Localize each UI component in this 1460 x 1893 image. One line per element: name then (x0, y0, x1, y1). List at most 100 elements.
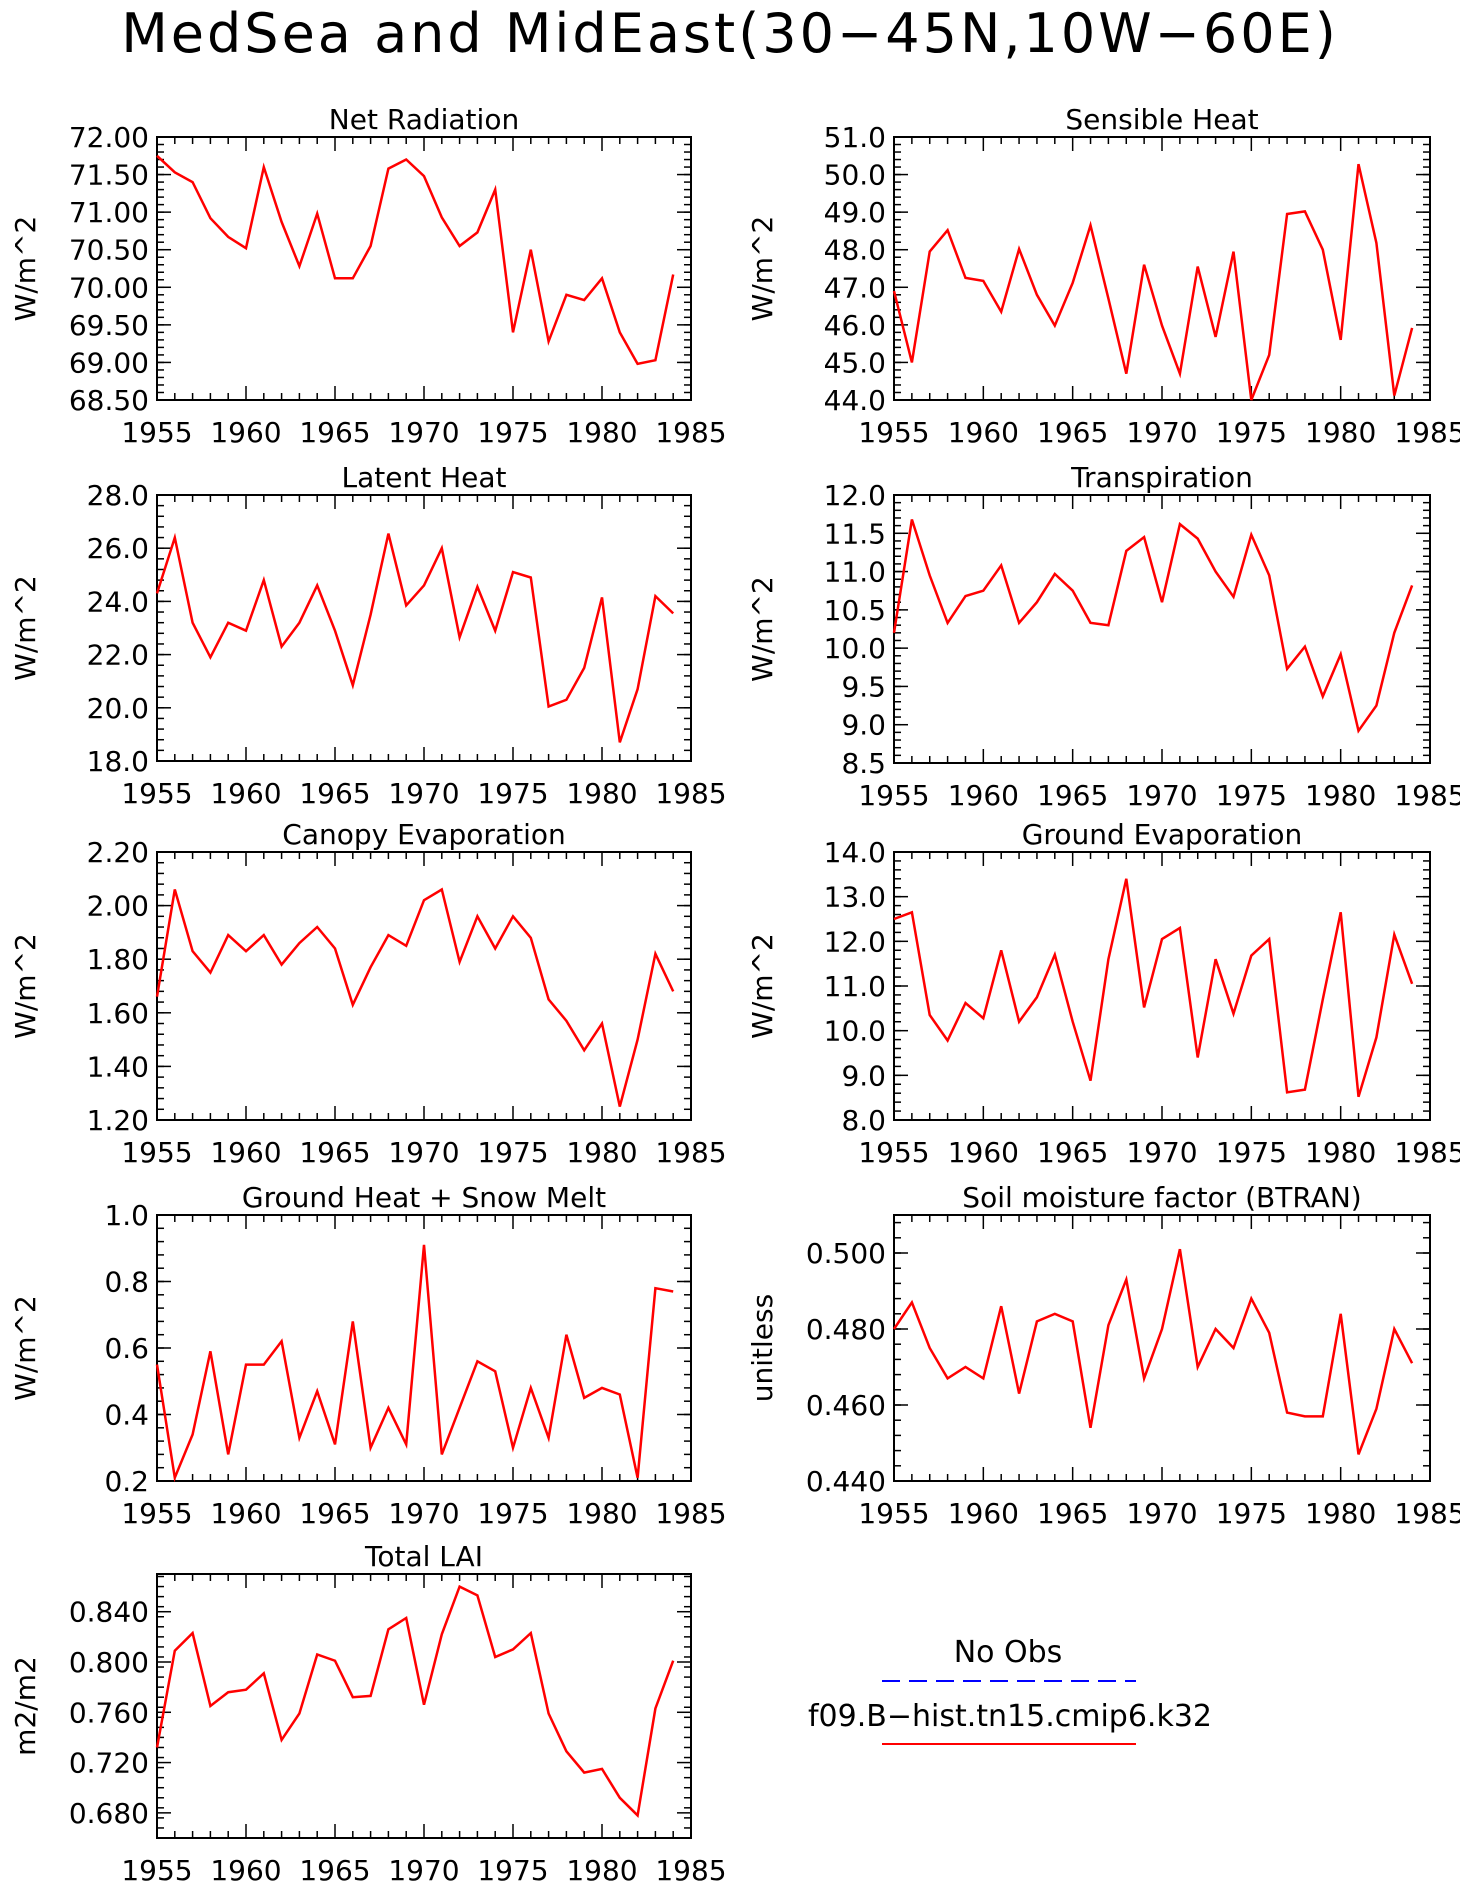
y-tick-label: 18.0 (87, 745, 149, 778)
series-line (155, 1244, 674, 1483)
chart-title: Latent Heat (341, 461, 506, 494)
x-tick-label: 1985 (1394, 1136, 1460, 1169)
series-line (892, 519, 1414, 734)
y-tick-label: 22.0 (87, 639, 149, 672)
y-tick-label: 1.20 (87, 1104, 149, 1137)
chart-panel: 1.20 1.40 1.60 1.80 2.00 2.20 1955 1960 1965 1970… (9, 818, 727, 1169)
series-line (892, 163, 1414, 401)
y-tick-label: 0.720 (69, 1747, 149, 1780)
y-tick-label: 45.0 (824, 346, 886, 379)
x-tick-label: 1975 (477, 1497, 548, 1530)
x-tick-label: 1955 (858, 1136, 929, 1169)
y-tick-label: 0.680 (69, 1797, 149, 1830)
x-tick-label: 1955 (121, 416, 192, 449)
y-axis-label: W/m^2 (9, 933, 42, 1039)
x-tick-label: 1965 (299, 1497, 370, 1530)
x-tick-label: 1970 (388, 1854, 459, 1887)
y-tick-label: 10.5 (824, 594, 886, 627)
y-axis-label: W/m^2 (9, 1295, 42, 1401)
y-tick-label: 8.5 (841, 747, 886, 780)
x-tick-label: 1980 (566, 1136, 637, 1169)
x-tick-label: 1975 (1216, 1497, 1287, 1530)
x-tick-label: 1980 (566, 416, 637, 449)
y-tick-label: 0.4 (104, 1399, 149, 1432)
y-tick-label: 1.40 (87, 1050, 149, 1083)
y-tick-label: 0.6 (104, 1332, 149, 1365)
y-tick-label: 10.0 (824, 632, 886, 665)
chart-title: Soil moisture factor (BTRAN) (962, 1181, 1361, 1214)
x-tick-label: 1960 (210, 777, 281, 810)
y-tick-label: 68.50 (69, 384, 149, 417)
y-tick-label: 0.2 (104, 1465, 149, 1498)
y-tick-label: 13.0 (824, 881, 886, 914)
x-tick-label: 1955 (121, 1854, 192, 1887)
chart-panel: 44.0 45.0 46.0 47.0 48.0 49.0 50.0 51.0 1955 1960… (746, 103, 1460, 449)
y-axis-label: W/m^2 (746, 933, 779, 1039)
y-tick-label: 24.0 (87, 585, 149, 618)
x-tick-label: 1975 (477, 777, 548, 810)
y-tick-label: 1.60 (87, 997, 149, 1030)
y-tick-label: 69.50 (69, 309, 149, 342)
y-tick-label: 50.0 (824, 159, 886, 192)
legend: No Obs f09.B−hist.tn15.cmip6.k32 (808, 1635, 1212, 1745)
y-tick-label: 69.00 (69, 346, 149, 379)
y-tick-label: 10.0 (824, 1015, 886, 1048)
x-tick-label: 1970 (1126, 416, 1197, 449)
chart-title: Sensible Heat (1065, 103, 1258, 136)
y-tick-label: 28.0 (87, 479, 149, 512)
x-tick-label: 1985 (1394, 416, 1460, 449)
y-tick-label: 11.0 (824, 556, 886, 589)
x-tick-label: 1970 (1126, 1136, 1197, 1169)
x-tick-label: 1955 (858, 779, 929, 812)
x-tick-label: 1965 (1037, 1136, 1108, 1169)
series-line (892, 1248, 1414, 1455)
y-axis-label: unitless (746, 1294, 779, 1402)
chart-panel: 68.50 69.00 69.50 70.00 70.50 71.00 71.50 72.00… (9, 103, 727, 449)
y-tick-label: 1.80 (87, 943, 149, 976)
x-tick-label: 1960 (948, 1136, 1019, 1169)
y-tick-label: 49.0 (824, 196, 886, 229)
legend-obs-label: No Obs (954, 1635, 1063, 1670)
legend-model-label: f09.B−hist.tn15.cmip6.k32 (808, 1699, 1212, 1734)
series-line (155, 1584, 675, 1818)
plot-frame (893, 494, 1431, 764)
plot-frame (156, 136, 692, 401)
y-tick-label: 9.0 (841, 709, 886, 742)
x-tick-label: 1965 (299, 1854, 370, 1887)
x-tick-label: 1985 (655, 416, 726, 449)
y-tick-label: 0.480 (806, 1313, 886, 1346)
y-tick-label: 47.0 (824, 271, 886, 304)
x-tick-label: 1985 (655, 1497, 726, 1530)
x-tick-label: 1975 (477, 1136, 548, 1169)
plot-frame (156, 1573, 692, 1839)
x-tick-label: 1955 (121, 777, 192, 810)
y-tick-label: 70.00 (69, 271, 149, 304)
x-tick-label: 1970 (388, 416, 459, 449)
chart-panel: 18.0 20.0 22.0 24.0 26.0 28.0 1955 1960 1965 1970… (9, 461, 727, 810)
y-tick-label: 0.840 (69, 1596, 149, 1629)
y-tick-label: 9.0 (841, 1059, 886, 1092)
x-tick-label: 1965 (299, 777, 370, 810)
x-tick-label: 1980 (566, 1497, 637, 1530)
chart-title: Canopy Evaporation (282, 818, 565, 851)
x-tick-label: 1980 (566, 777, 637, 810)
chart-panel: 8.5 9.0 9.5 10.0 10.5 11.0 11.5 12.0 1955 1960 196… (746, 461, 1460, 812)
chart-panel: 0.2 0.4 0.6 0.8 1.0 1955 1960 1965 1970 1975 1980 1… (9, 1181, 727, 1530)
y-tick-label: 48.0 (824, 234, 886, 267)
chart-panel: 8.0 9.0 10.0 11.0 12.0 13.0 14.0 1955 1960 1965 19… (746, 818, 1460, 1169)
series-line (155, 887, 675, 1107)
y-tick-label: 1.0 (104, 1199, 149, 1232)
y-tick-label: 0.500 (806, 1237, 886, 1270)
y-tick-label: 11.0 (824, 970, 886, 1003)
x-tick-label: 1985 (1394, 779, 1460, 812)
y-tick-label: 26.0 (87, 532, 149, 565)
y-tick-label: 11.5 (824, 517, 886, 550)
x-tick-label: 1980 (1305, 416, 1376, 449)
y-tick-label: 51.0 (824, 121, 886, 154)
x-tick-label: 1980 (1305, 1136, 1376, 1169)
y-tick-label: 0.800 (69, 1646, 149, 1679)
y-axis-label: W/m^2 (9, 216, 42, 322)
y-tick-label: 0.760 (69, 1696, 149, 1729)
x-tick-label: 1985 (655, 1136, 726, 1169)
